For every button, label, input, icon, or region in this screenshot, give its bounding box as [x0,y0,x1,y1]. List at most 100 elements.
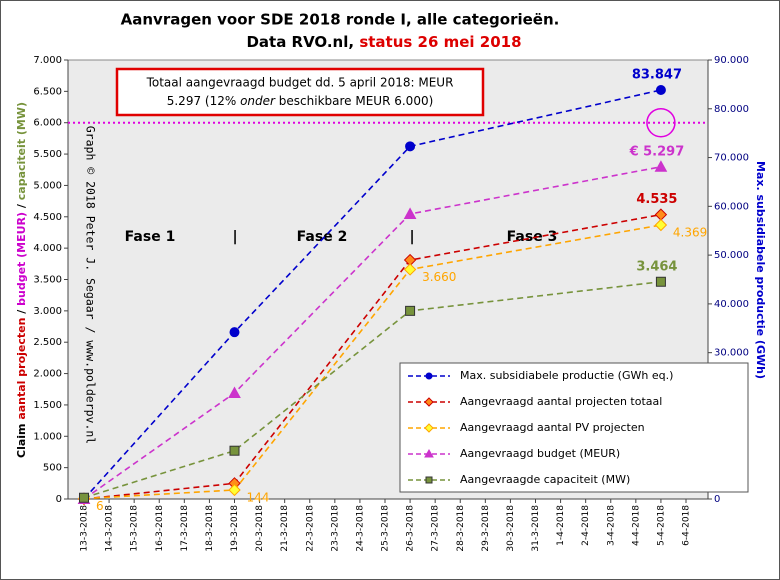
y-label-part: / [15,306,28,318]
x-tick-label: 3-4-2018 [606,505,616,546]
y-tick-label: 2.500 [33,337,62,348]
marker [425,476,433,484]
x-tick-label: 2-4-2018 [581,505,591,546]
y-tick-label: 5.500 [33,149,62,160]
y-tick-label: 1.000 [33,431,62,442]
value-label: 4.369 [673,226,707,240]
value-label: 144 [247,490,270,504]
x-tick-label: 14-3-2018 [105,505,115,552]
marker [403,207,417,219]
y2-tick-label: 60.000 [714,201,749,212]
y2-axis-label: Max. subsidiabele productie (GWh) [754,161,767,379]
phase-label: Fase 1 [125,229,176,245]
x-tick-label: 28-3-2018 [456,505,466,552]
y-tick-label: 6.500 [33,86,62,97]
marker [424,423,434,433]
series-line [83,213,662,500]
annotation-part: beschikbare MEUR 6.000) [275,94,433,108]
x-tick-label: 19-3-2018 [230,505,240,552]
annotation-part: 5.297 (12% [167,94,240,108]
x-tick-label: 4-4-2018 [631,505,641,546]
x-tick-label: 30-3-2018 [506,505,516,552]
y-label-part: / [15,200,28,212]
marker [405,141,416,152]
phase-label: Fase 3 [507,229,558,245]
x-tick-label: 22-3-2018 [305,505,315,552]
marker [655,85,666,96]
title-part: Data RVO.nl, [246,33,359,51]
x-tick-label: 20-3-2018 [255,505,265,552]
series-line [83,166,662,500]
x-tick-label: 29-3-2018 [481,505,491,552]
y-tick-label: 5.000 [33,180,62,191]
x-tick-label: 18-3-2018 [205,505,215,552]
y2-tick-label: 30.000 [714,348,749,359]
series-line [83,89,662,500]
value-label: 6 [96,499,104,513]
legend-label: Aangevraagd aantal projecten totaal [460,395,662,408]
y2-tick-label: 90.000 [714,55,749,66]
marker [405,305,416,316]
x-tick-label: 27-3-2018 [431,505,441,552]
y2-tick-label: 50.000 [714,250,749,261]
value-label: 4.535 [636,192,677,207]
title: Aanvragen voor SDE 2018 ronde I, alle ca… [121,11,560,29]
series-line [83,224,662,500]
x-tick-label: 15-3-2018 [130,505,140,552]
marker [229,327,240,338]
marker [228,386,241,399]
y-label-part: budget (MEUR) [15,212,28,306]
phase-label: Fase 2 [297,229,348,245]
y-tick-label: 4.000 [33,243,62,254]
phase-label: | [232,229,237,245]
y-label-part: capaciteit (MW) [15,102,28,200]
legend [399,362,749,493]
y-tick-label: 4.500 [33,212,62,223]
y-tick-label: 2.000 [33,369,62,380]
marker [403,263,417,276]
title: Data RVO.nl, status 26 mei 2018 [246,33,521,51]
y-tick-label: 6.000 [33,118,62,129]
value-label: € 5.297 [629,144,685,159]
y-label-part: Claim [15,420,28,458]
reference-circle [646,107,676,138]
y-tick-label: 500 [43,463,62,474]
annotation-box [115,67,485,117]
marker [654,160,668,172]
legend-label: Aangevraagd budget (MEUR) [460,447,620,460]
y2-tick-label: 70.000 [714,153,749,164]
marker [424,397,434,407]
legend-label: Max. subsidiabele productie (GWh eq.) [460,369,673,382]
x-tick-label: 21-3-2018 [280,505,290,552]
x-tick-label: 13-3-2018 [80,505,90,552]
y-tick-label: 0 [56,494,62,505]
watermark: Graph © 2018 Peter J. Segaar / www.polde… [84,126,98,445]
y-tick-label: 1.500 [33,400,62,411]
marker [79,492,89,503]
x-tick-label: 31-3-2018 [531,505,541,552]
y-tick-label: 3.500 [33,275,62,286]
legend-label: Aangevraagd aantal PV projecten [460,421,645,434]
y-label-part: aantal projecten [15,318,28,420]
y2-tick-label: 80.000 [714,104,749,115]
x-tick-label: 16-3-2018 [155,505,165,552]
x-tick-label: 5-4-2018 [656,505,666,546]
title-part: status 26 mei 2018 [359,33,521,51]
y2-tick-label: 40.000 [714,299,749,310]
marker [425,372,433,380]
y-tick-label: 7.000 [33,55,62,66]
annotation-text: 5.297 (12% onder beschikbare MEUR 6.000) [167,94,434,108]
y-tick-label: 3.000 [33,306,62,317]
x-tick-label: 25-3-2018 [381,505,391,552]
marker [424,448,434,458]
marker [655,276,666,287]
annotation-part: onder [240,94,276,108]
marker [229,445,240,456]
x-tick-label: 24-3-2018 [355,505,365,552]
annotation-text: Totaal aangevraagd budget dd. 5 april 20… [146,76,454,90]
x-tick-label: 23-3-2018 [330,505,340,552]
marker [654,218,668,232]
y2-tick-label: 0 [714,494,720,505]
